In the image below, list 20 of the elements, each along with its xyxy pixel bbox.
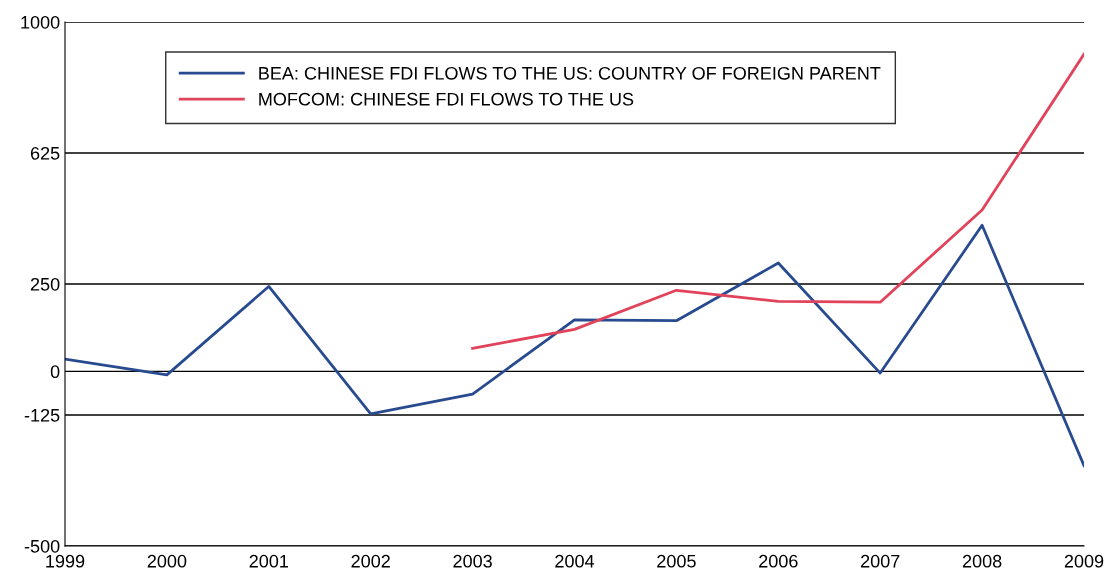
x-tick-label: 2009 [1064,554,1104,568]
x-tick-label: 1999 [46,554,85,568]
x-tick-label: 2003 [453,554,492,568]
x-tick-label: 2006 [759,554,798,568]
x-tick-label: 2005 [657,554,696,568]
y-tick-label: 625 [30,146,60,160]
x-tick-label: 2008 [962,554,1002,568]
x-tick-label: 2004 [555,554,595,568]
legend-label: BEA: CHINESE FDI FLOWS TO THE US: COUNTRY OF FOREIGN PARENT [259,66,881,80]
y-tick-label: -125 [24,408,60,422]
x-tick-label: 2002 [351,554,390,568]
x-tick-label: 2001 [249,554,288,568]
line-series [65,223,1084,468]
y-tick-label: 0 [50,365,60,379]
y-tick-label: -500 [24,539,60,553]
x-tick-label: 2000 [147,554,187,568]
x-tick-label: 2007 [861,554,900,568]
y-tick-label: 250 [30,277,60,291]
legend-label: MOFCOM: CHINESE FDI FLOWS TO THE US [259,92,634,106]
y-tick-label: 1000 [21,15,60,29]
